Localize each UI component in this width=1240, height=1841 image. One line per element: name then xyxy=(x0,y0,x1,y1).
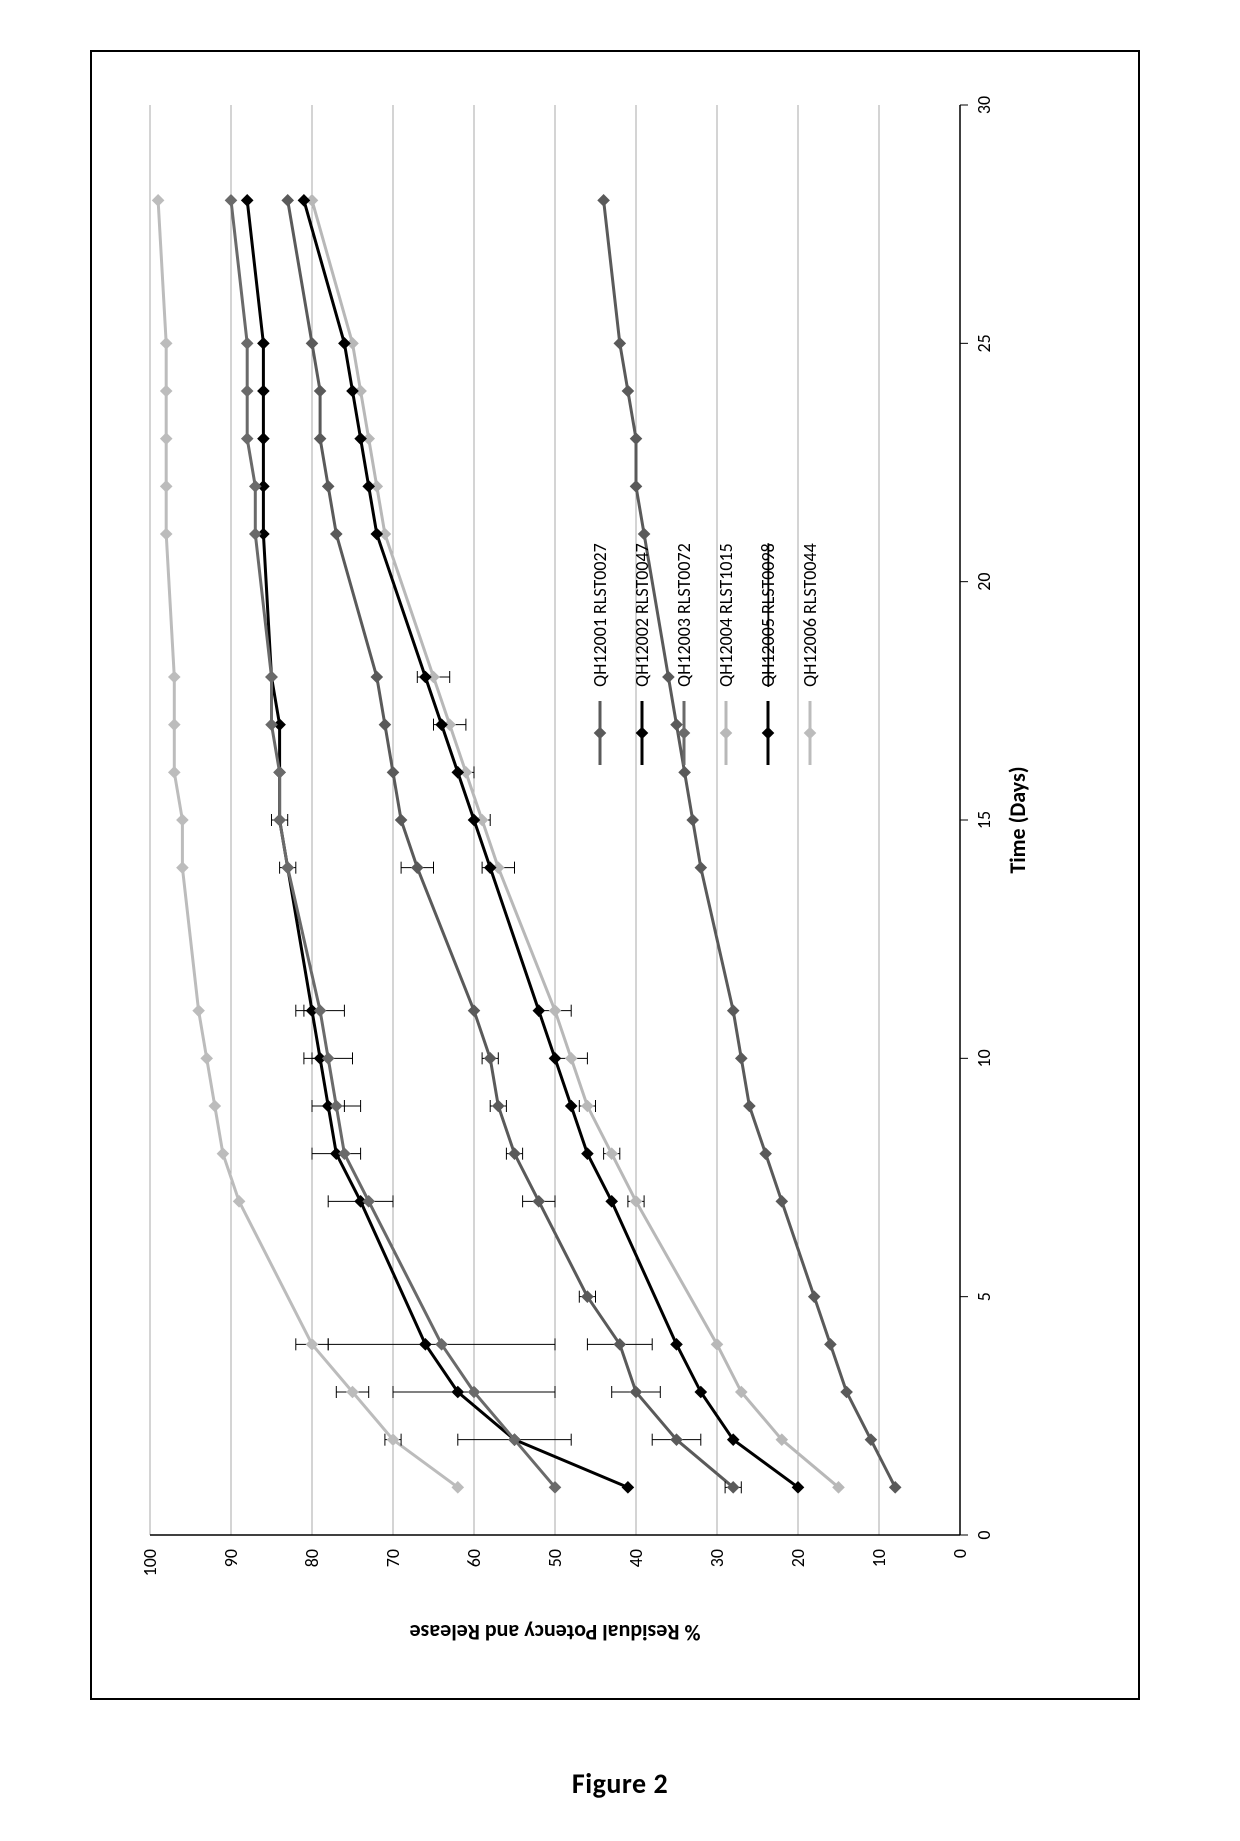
svg-text:QH12001 RLST0027: QH12001 RLST0027 xyxy=(589,543,611,687)
svg-text:QH12003 RLST0072: QH12003 RLST0072 xyxy=(673,543,695,687)
svg-text:90: 90 xyxy=(220,1549,242,1567)
svg-text:0: 0 xyxy=(949,1549,971,1558)
svg-text:QH12006 RLST0044: QH12006 RLST0044 xyxy=(799,543,821,687)
svg-text:60: 60 xyxy=(463,1549,485,1567)
svg-text:25: 25 xyxy=(973,334,995,352)
svg-text:50: 50 xyxy=(544,1549,566,1567)
svg-text:70: 70 xyxy=(382,1549,404,1567)
svg-text:0: 0 xyxy=(973,1530,995,1539)
svg-text:40: 40 xyxy=(625,1549,647,1567)
svg-text:% Residual Potency and Release: % Residual Potency and Release xyxy=(410,1619,701,1646)
release-chart: 0 10 20 30 40 50 60 70 80 90 100 0 5 10 15 20 25 30 Time (… xyxy=(120,85,1110,1665)
svg-text:20: 20 xyxy=(973,573,995,591)
chart-container: 0 10 20 30 40 50 60 70 80 90 100 0 5 10 15 20 25 30 Time (… xyxy=(120,85,1110,1665)
svg-text:20: 20 xyxy=(787,1549,809,1567)
svg-text:QH12002 RLST0047: QH12002 RLST0047 xyxy=(631,543,653,687)
svg-text:5: 5 xyxy=(973,1292,995,1301)
page: 0 10 20 30 40 50 60 70 80 90 100 0 5 10 15 20 25 30 Time (… xyxy=(0,0,1240,1841)
svg-text:QH12004 RLST1015: QH12004 RLST1015 xyxy=(715,543,737,687)
svg-text:10: 10 xyxy=(973,1049,995,1067)
figure-caption: Figure 2 xyxy=(572,1766,668,1801)
svg-text:Time (Days): Time (Days) xyxy=(1004,766,1031,873)
svg-text:30: 30 xyxy=(706,1549,728,1567)
svg-text:10: 10 xyxy=(868,1549,890,1567)
svg-text:15: 15 xyxy=(973,811,995,829)
svg-text:30: 30 xyxy=(973,96,995,114)
svg-text:QH12005 RLST0098: QH12005 RLST0098 xyxy=(757,543,779,687)
svg-text:80: 80 xyxy=(301,1549,323,1567)
svg-text:100: 100 xyxy=(139,1549,161,1576)
